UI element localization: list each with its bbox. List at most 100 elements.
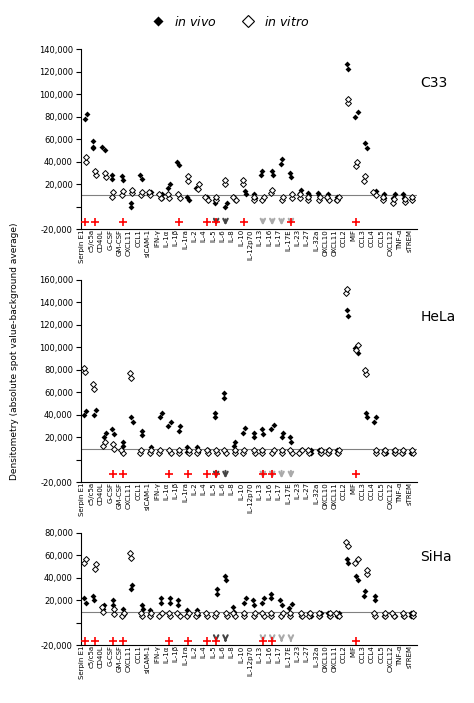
Point	[222, 574, 230, 586]
Point	[109, 186, 117, 198]
Text: IL-32a: IL-32a	[313, 645, 319, 666]
Text: CCL4: CCL4	[369, 229, 375, 247]
Point	[128, 579, 136, 591]
Text: C33: C33	[420, 76, 448, 90]
Point	[157, 192, 165, 203]
Point	[89, 143, 97, 154]
Point	[109, 191, 116, 202]
Point	[223, 198, 230, 209]
Text: sTREM: sTREM	[406, 229, 412, 252]
Text: CCL2: CCL2	[341, 645, 347, 663]
Point	[317, 607, 324, 619]
Text: IL-32a: IL-32a	[313, 482, 319, 503]
Point	[324, 192, 331, 203]
Point	[267, 610, 274, 621]
Point	[240, 607, 247, 619]
Point	[354, 347, 362, 359]
Point	[363, 411, 370, 423]
Point	[127, 548, 134, 559]
Point	[279, 607, 286, 619]
Point	[109, 424, 116, 435]
Text: OXCL11: OXCL11	[332, 229, 337, 256]
Text: IL-1α: IL-1α	[164, 645, 169, 663]
Point	[267, 588, 274, 599]
Point	[90, 591, 97, 602]
Point	[158, 607, 165, 619]
Point	[408, 194, 416, 205]
Text: CCL4: CCL4	[369, 645, 375, 663]
Point	[203, 610, 210, 621]
Point	[278, 194, 286, 205]
Text: TNF-α: TNF-α	[397, 229, 403, 250]
Point	[344, 310, 351, 321]
Text: IL-8: IL-8	[229, 229, 235, 242]
Point	[137, 444, 145, 456]
Point	[195, 179, 203, 190]
Point	[335, 444, 343, 456]
Text: sTREM: sTREM	[406, 482, 412, 505]
Point	[175, 425, 183, 436]
Point	[382, 444, 389, 456]
Point	[184, 636, 192, 647]
Point	[239, 174, 246, 186]
Point	[326, 447, 333, 458]
Point	[183, 605, 191, 616]
Text: IL-12p70: IL-12p70	[247, 229, 254, 259]
Point	[128, 188, 136, 199]
Point	[155, 447, 163, 458]
Point	[166, 610, 173, 621]
Point	[286, 167, 293, 179]
Point	[201, 191, 209, 202]
Point	[138, 186, 146, 198]
Point	[176, 610, 183, 621]
Point	[288, 598, 296, 610]
Point	[184, 468, 192, 479]
Point	[90, 383, 98, 394]
Point	[165, 444, 173, 456]
Text: IL-4: IL-4	[201, 645, 207, 658]
Point	[315, 610, 322, 621]
Point	[361, 175, 368, 186]
Point	[401, 610, 408, 621]
Point	[269, 169, 276, 181]
Point	[213, 444, 220, 456]
Point	[362, 364, 369, 375]
Point	[286, 607, 293, 619]
Point	[307, 447, 315, 458]
Point	[259, 597, 266, 608]
Point	[381, 447, 388, 458]
Point	[380, 194, 387, 205]
Point	[203, 607, 210, 619]
Point	[173, 156, 181, 167]
Point	[353, 468, 360, 479]
Text: Serpin E1: Serpin E1	[79, 645, 85, 679]
Point	[174, 188, 182, 200]
Point	[185, 607, 193, 619]
Text: CD40L: CD40L	[98, 645, 104, 668]
Point	[353, 636, 360, 647]
Point	[137, 190, 145, 201]
Point	[175, 160, 182, 171]
Point	[229, 607, 237, 619]
Text: G-CSF: G-CSF	[107, 645, 113, 666]
Text: IL-27: IL-27	[304, 482, 310, 499]
Point	[315, 607, 322, 619]
Text: CCL5: CCL5	[378, 229, 384, 247]
Point	[382, 607, 389, 619]
Point	[164, 188, 172, 200]
Point	[297, 188, 304, 200]
Point	[408, 444, 416, 456]
Point	[146, 188, 153, 200]
Point	[344, 541, 352, 552]
Text: CXCL11: CXCL11	[126, 645, 132, 672]
Point	[174, 599, 182, 610]
Point	[354, 156, 361, 167]
Point	[164, 182, 172, 193]
Text: OXCL10: OXCL10	[322, 645, 328, 672]
Point	[344, 93, 352, 104]
Point	[192, 182, 200, 193]
Point	[326, 444, 333, 456]
Point	[333, 444, 340, 456]
Point	[286, 444, 294, 456]
Point	[297, 444, 305, 456]
